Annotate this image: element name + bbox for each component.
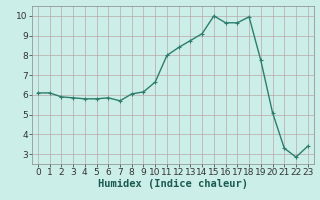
X-axis label: Humidex (Indice chaleur): Humidex (Indice chaleur): [98, 179, 248, 189]
